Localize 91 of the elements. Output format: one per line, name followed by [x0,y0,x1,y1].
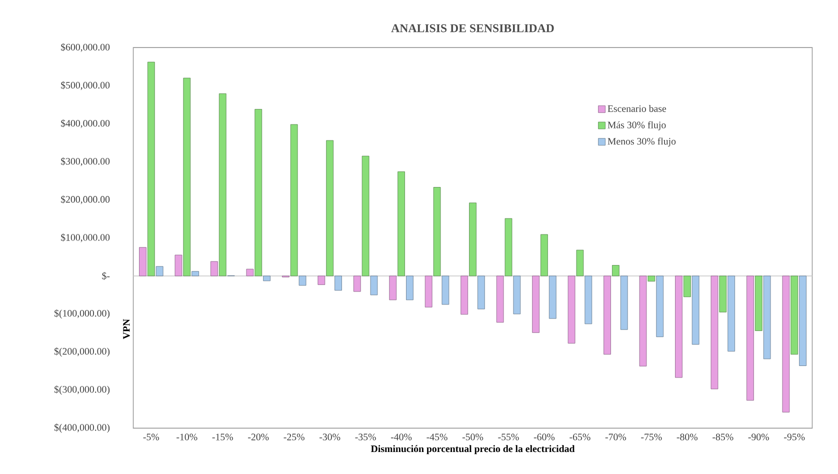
x-tick-label: -40% [390,434,412,440]
bar [246,268,254,276]
bar [254,109,262,276]
y-axis-title: VPN [123,319,130,340]
x-tick-label: -90% [748,434,769,440]
x-tick-label: -10% [176,434,198,440]
y-tick-label: $(400,000.00) [54,424,110,433]
bar [398,172,405,276]
bar [656,276,664,338]
bar [746,276,754,401]
bar [353,276,361,292]
bar [548,276,556,319]
bar [318,276,326,285]
x-tick-label: -25% [284,434,304,440]
x-tick-label: -80% [676,434,698,440]
bar [326,140,334,276]
bar [362,156,370,276]
x-tick-label: -60% [534,434,555,440]
chart-title: ANALISIS DE SENSIBILIDAD [391,24,554,32]
bar [568,276,576,344]
bar [648,276,656,282]
y-tick-label: $(200,000.00) [54,348,110,357]
legend-label: Escenario base [608,105,666,112]
x-tick-label: -55% [498,434,519,440]
bar [710,276,718,390]
bar [460,276,468,315]
bar [692,276,700,345]
bar [496,276,504,323]
bar [478,276,485,310]
bar [424,276,432,308]
x-tick-label: -50% [462,434,484,440]
x-axis-title: Disminución porcentual precio de la electricidad [370,445,575,454]
bar [782,276,790,412]
bar [389,276,397,300]
y-tick-label: $500,000.00 [61,81,110,90]
bar [469,202,476,276]
bar [612,265,620,276]
bar [790,276,798,355]
bar [218,94,226,276]
y-tick-label: $400,000.00 [61,119,110,128]
y-tick-label: $(300,000.00) [54,386,110,395]
bar [584,276,592,324]
bar [532,276,540,333]
y-tick-label: $(100,000.00) [54,309,110,319]
bar [719,276,727,312]
bar [728,276,735,352]
bar [576,250,584,276]
y-tick-label: $200,000.00 [61,196,110,204]
bar [192,271,199,276]
bar [675,276,682,378]
bar [263,276,270,282]
bar [639,276,647,366]
bar [334,276,342,291]
bar [370,276,378,296]
x-tick-label: -65% [570,434,590,440]
x-tick-label: -5% [143,434,160,440]
bar [763,276,771,360]
legend-label: Menos 30% flujo [608,138,676,147]
x-tick-label: -95% [784,434,805,440]
bar [147,62,155,276]
bar [683,276,691,298]
x-tick-label: -45% [426,434,448,440]
bar [620,276,628,330]
bar [799,276,806,366]
y-tick-label: $- [102,272,110,280]
bar [513,276,521,314]
bar [406,276,414,300]
x-tick-label: -30% [320,434,340,440]
bar [156,266,164,276]
x-tick-label: -85% [712,434,734,440]
x-tick-label: -20% [248,434,269,440]
x-tick-label: -75% [641,434,662,440]
bar [754,276,762,332]
bar [210,261,218,276]
bar [139,247,146,276]
y-tick-label: $600,000.00 [61,43,110,52]
bar [442,276,450,305]
bar [540,234,548,276]
x-tick-label: -15% [212,434,233,440]
bar [604,276,611,355]
bar [433,187,441,276]
bar [174,254,182,276]
bar [504,218,512,276]
bar [183,78,191,276]
x-tick-label: -35% [355,434,376,440]
bar [290,124,298,276]
y-tick-label: $300,000.00 [61,158,110,166]
x-tick-label: -70% [605,434,626,440]
legend-label: Más 30% flujo [608,121,666,130]
y-tick-label: $100,000.00 [61,234,110,242]
bar [298,276,306,286]
